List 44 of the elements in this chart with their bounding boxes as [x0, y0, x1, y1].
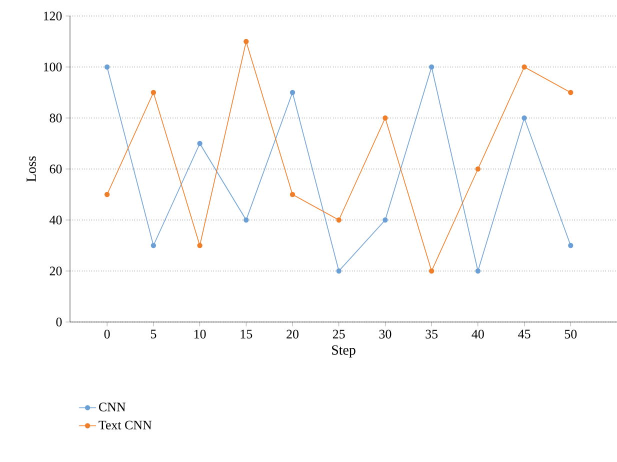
y-tick-label: 0	[56, 318, 62, 326]
point	[104, 192, 110, 198]
point	[244, 217, 249, 223]
point	[382, 217, 388, 223]
x-tick-label: 25	[332, 330, 345, 338]
point	[475, 268, 481, 274]
point	[568, 90, 574, 96]
point	[428, 268, 434, 274]
x-tick-label: 35	[426, 330, 438, 338]
y-tick-label: 60	[50, 164, 62, 174]
y-axis-title: Loss	[26, 156, 36, 182]
y-tick-label: 120	[44, 12, 62, 20]
x-tick-label: 30	[379, 330, 392, 339]
legend-label: CNN	[98, 402, 126, 412]
x-tick-label: 0	[104, 330, 110, 339]
y-tick-label: 40	[50, 216, 62, 224]
y-tick-label: 20	[50, 266, 62, 276]
point	[244, 38, 249, 44]
x-tick-label: 50	[564, 330, 577, 339]
point	[336, 268, 342, 274]
point	[150, 242, 156, 248]
y-tick-label: 80	[50, 114, 62, 122]
point	[290, 192, 296, 198]
x-tick-label: 15	[240, 330, 252, 338]
point	[150, 90, 156, 96]
x-axis-title: Step	[332, 345, 356, 358]
x-tick-label: 40	[472, 330, 484, 339]
point	[428, 64, 434, 70]
x-tick-label: 10	[194, 330, 206, 339]
point	[104, 64, 110, 70]
point	[522, 115, 527, 121]
y-tick-label: 100	[44, 62, 62, 72]
legend-label: Text CNN	[98, 420, 152, 430]
point	[382, 115, 388, 121]
point	[568, 242, 574, 248]
point	[475, 166, 481, 172]
x-tick-label: 20	[286, 330, 298, 339]
x-tick-label: 5	[150, 330, 156, 338]
point	[197, 140, 202, 146]
point	[197, 242, 202, 248]
point	[522, 64, 527, 70]
point	[290, 90, 296, 96]
x-tick-label: 45	[518, 330, 530, 338]
point	[336, 217, 342, 223]
